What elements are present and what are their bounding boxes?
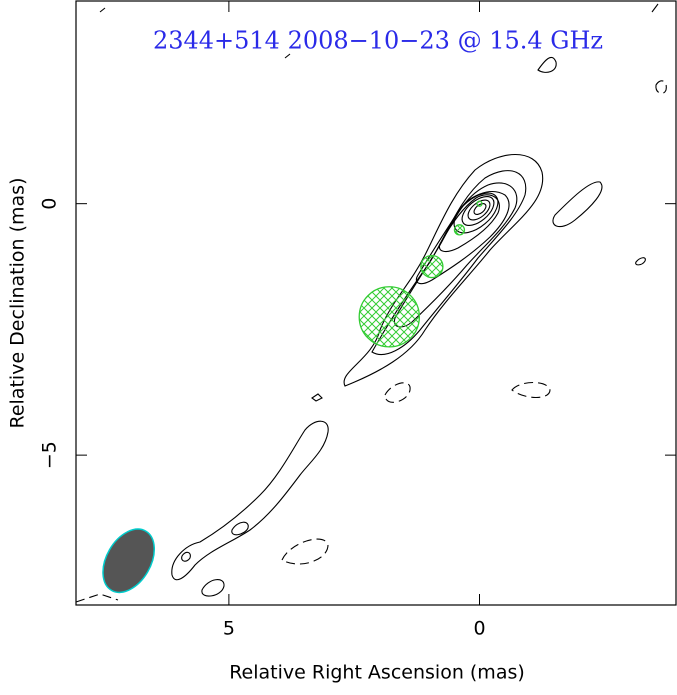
component bbox=[420, 254, 444, 279]
x-axis-label: Relative Right Ascension (mas) bbox=[229, 662, 525, 684]
y-tick-label: 0 bbox=[39, 198, 61, 210]
component bbox=[358, 286, 421, 348]
component bbox=[453, 224, 466, 236]
chart-title: 2344+514 2008−10−23 @ 15.4 GHz bbox=[153, 27, 603, 55]
beam bbox=[102, 528, 156, 594]
x-tick-label: 5 bbox=[223, 618, 235, 640]
x-tick-label: 0 bbox=[473, 618, 485, 640]
component bbox=[476, 200, 483, 207]
plot-frame bbox=[75, 0, 677, 606]
y-axis-label: Relative Declination (mas) bbox=[7, 178, 29, 429]
y-tick-label: −5 bbox=[39, 441, 61, 469]
